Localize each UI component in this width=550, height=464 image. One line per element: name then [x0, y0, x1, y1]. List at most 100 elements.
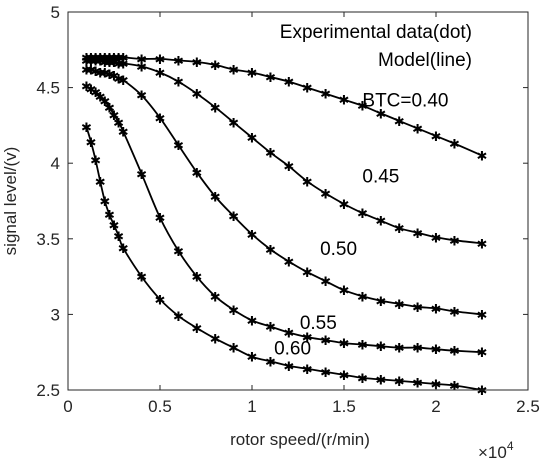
data-point: ✱: [173, 310, 184, 325]
data-point: ✱: [228, 342, 239, 357]
data-point: ✱: [320, 275, 331, 290]
data-point: ✱: [320, 88, 331, 103]
data-point: ✱: [104, 51, 115, 66]
data-point: ✱: [412, 376, 423, 391]
series-1: ✱✱✱✱✱✱✱✱✱ ✱ ✱✱✱✱✱✱✱✱✱✱✱✱✱✱ ✱ ✱ ✱ ✱: [81, 54, 488, 252]
data-point: ✱: [283, 255, 294, 270]
x-tick-label: 1.5: [332, 397, 356, 416]
series-layer: ✱✱✱✱✱✱✱✱✱ ✱ ✱ ✱ ✱ ✱ ✱ ✱ ✱ ✱ ✱ ✱ ✱ ✱✱✱✱✱✱✱✱✱✱✱✱✱✱✱✱ ✱ ✱✱…: [81, 51, 488, 399]
data-point: ✱: [375, 373, 386, 388]
x-multiplier: ×104: [478, 439, 514, 462]
data-point: ✱: [357, 339, 368, 354]
data-point: ✱: [136, 89, 147, 104]
data-point: ✱: [113, 51, 124, 66]
data-point: ✱: [357, 207, 368, 222]
y-tick-label: 3.5: [36, 230, 60, 249]
data-point: ✱: [155, 66, 166, 81]
data-point: ✱: [173, 76, 184, 91]
data-point: ✱: [99, 66, 110, 81]
data-point: ✱: [95, 54, 106, 69]
data-point: ✱: [173, 139, 184, 154]
data-point: ✱: [81, 80, 92, 95]
series-2: ✱ ✱ ✱ ✱ ✱ ✱ ✱ ✱ ✱ ✱ ✱ ✱ ✱ ✱ ✱ ✱ ✱ ✱ ✱ ✱ ✱ ✱ ✱ ✱ ✱ ✱ ✱ ✱: [81, 63, 488, 323]
data-point: ✱: [394, 222, 405, 237]
data-point: ✱: [302, 363, 313, 378]
series-4: ✱ ✱ ✱ ✱ ✱ ✱ ✱ ✱ ✱ ✱ ✱ ✱ ✱ ✱ ✱ ✱ ✱ ✱ ✱ ✱ ✱ ✱ ✱ ✱ ✱ ✱ ✱ ✱: [81, 121, 488, 399]
data-point: ✱: [99, 95, 110, 110]
y-tick-label: 4: [51, 154, 60, 173]
data-point: ✱: [210, 59, 221, 74]
data-point: ✱: [412, 301, 423, 316]
data-point: ✱: [339, 198, 350, 213]
data-point: ✱: [118, 74, 129, 89]
data-point: ✱: [339, 337, 350, 352]
data-point: ✱: [136, 168, 147, 183]
data-point: ✱: [431, 130, 442, 145]
data-point: ✱: [228, 304, 239, 319]
data-point: ✱: [431, 231, 442, 246]
data-point: ✱: [118, 242, 129, 257]
data-point: ✱: [449, 234, 460, 249]
data-point: ✱: [247, 351, 258, 366]
data-point: ✱: [228, 116, 239, 131]
data-point: ✱: [228, 63, 239, 78]
annotation-layer: BTC=0.40 0.45 0.50 0.55 0.60: [274, 91, 448, 360]
data-point: ✱: [81, 51, 92, 66]
data-point: ✱: [136, 60, 147, 75]
data-point: ✱: [431, 343, 442, 358]
data-point: ✱: [99, 56, 110, 71]
x-tick-label: 1: [247, 397, 256, 416]
data-point: ✱: [357, 372, 368, 387]
data-point: ✱: [247, 314, 258, 329]
data-point: ✱: [357, 100, 368, 115]
data-point: ✱: [191, 166, 202, 181]
model-line-4: [85, 126, 483, 391]
data-point: ✱: [265, 71, 276, 86]
data-point: ✱: [173, 245, 184, 260]
data-point: ✱: [449, 305, 460, 320]
x-multiplier-base: ×10: [478, 443, 507, 462]
data-point: ✱: [394, 375, 405, 390]
data-point: ✱: [155, 293, 166, 308]
data-point: ✱: [283, 360, 294, 375]
y-tick-label: 5: [51, 3, 60, 22]
data-point: ✱: [477, 346, 488, 361]
data-point: ✱: [320, 187, 331, 202]
data-point: ✱: [210, 333, 221, 348]
data-point: ✱: [228, 210, 239, 225]
y-axis-label: signal level/(v): [1, 147, 20, 256]
data-point: ✱: [104, 56, 115, 71]
data-point: ✱: [210, 101, 221, 116]
data-point: ✱: [104, 68, 115, 83]
data-point: ✱: [113, 230, 124, 245]
plot-background: [68, 12, 528, 390]
data-point: ✱: [86, 83, 97, 98]
plot-frame: [67, 11, 529, 391]
series-annotation-1: 0.45: [362, 166, 399, 187]
series-annotation-3: 0.55: [300, 313, 337, 334]
data-point: ✱: [375, 340, 386, 355]
x-axis-label: rotor speed/(r/min): [230, 430, 370, 449]
data-point: ✱: [375, 215, 386, 230]
data-point: ✱: [412, 342, 423, 357]
data-point: ✱: [320, 334, 331, 349]
data-point: ✱: [104, 101, 115, 116]
data-point: ✱: [155, 112, 166, 127]
series-annotation-2: 0.50: [320, 239, 357, 260]
data-point: ✱: [191, 88, 202, 103]
model-line-2: [86, 68, 483, 316]
data-point: ✱: [155, 212, 166, 227]
data-point: ✱: [302, 82, 313, 97]
data-point: ✱: [99, 195, 110, 210]
data-point: ✱: [109, 109, 120, 124]
data-point: ✱: [109, 56, 120, 71]
data-point: ✱: [477, 308, 488, 323]
data-point: ✱: [302, 331, 313, 346]
data-point: ✱: [90, 51, 101, 66]
data-point: ✱: [155, 53, 166, 68]
x-tick-label: 0: [63, 397, 72, 416]
data-point: ✱: [210, 190, 221, 205]
data-point: ✱: [339, 94, 350, 109]
data-point: ✱: [173, 54, 184, 69]
model-line-3: [85, 85, 483, 354]
